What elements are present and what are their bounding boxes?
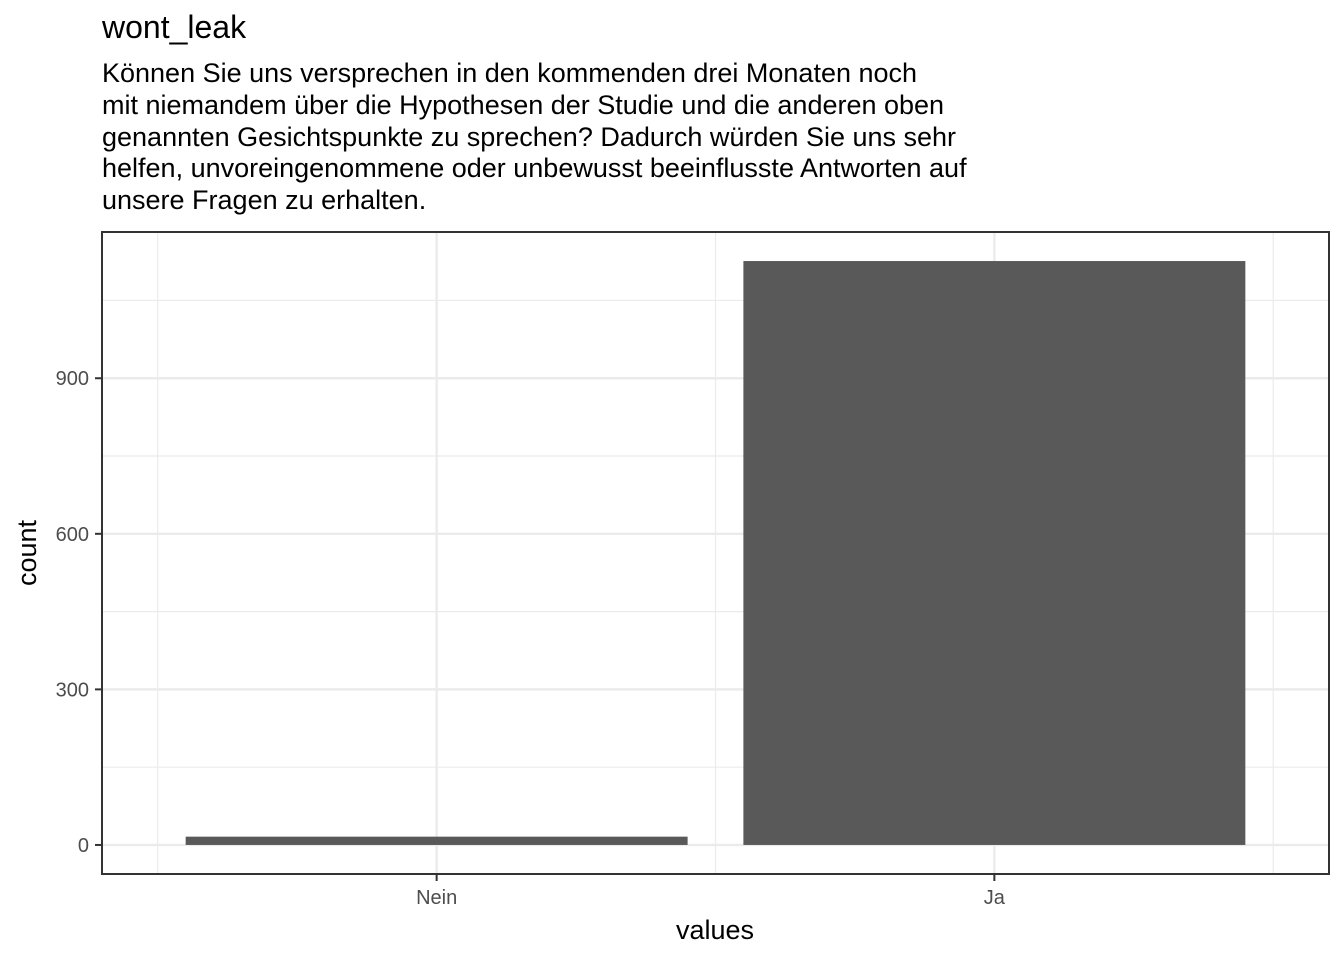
x-tick-label: Ja (984, 887, 1006, 909)
x-axis: Nein Ja (416, 874, 1006, 909)
plot-panel-border (101, 231, 1330, 875)
chart-title: wont_leak (102, 9, 247, 45)
y-axis-title: count (12, 519, 42, 586)
x-tick-label: Nein (416, 887, 457, 909)
y-tick-label: 900 (56, 368, 89, 390)
x-axis-title: values (676, 915, 754, 945)
bar-nein (185, 836, 688, 845)
y-tick-label: 600 (56, 524, 89, 546)
bar-ja (743, 261, 1246, 845)
y-tick-label: 300 (56, 679, 89, 701)
bars (185, 261, 1246, 845)
y-tick-label: 0 (78, 835, 89, 857)
y-axis: 0 300 600 900 (56, 368, 102, 857)
chart-subtitle: Können Sie uns versprechen in den kommen… (102, 58, 967, 216)
